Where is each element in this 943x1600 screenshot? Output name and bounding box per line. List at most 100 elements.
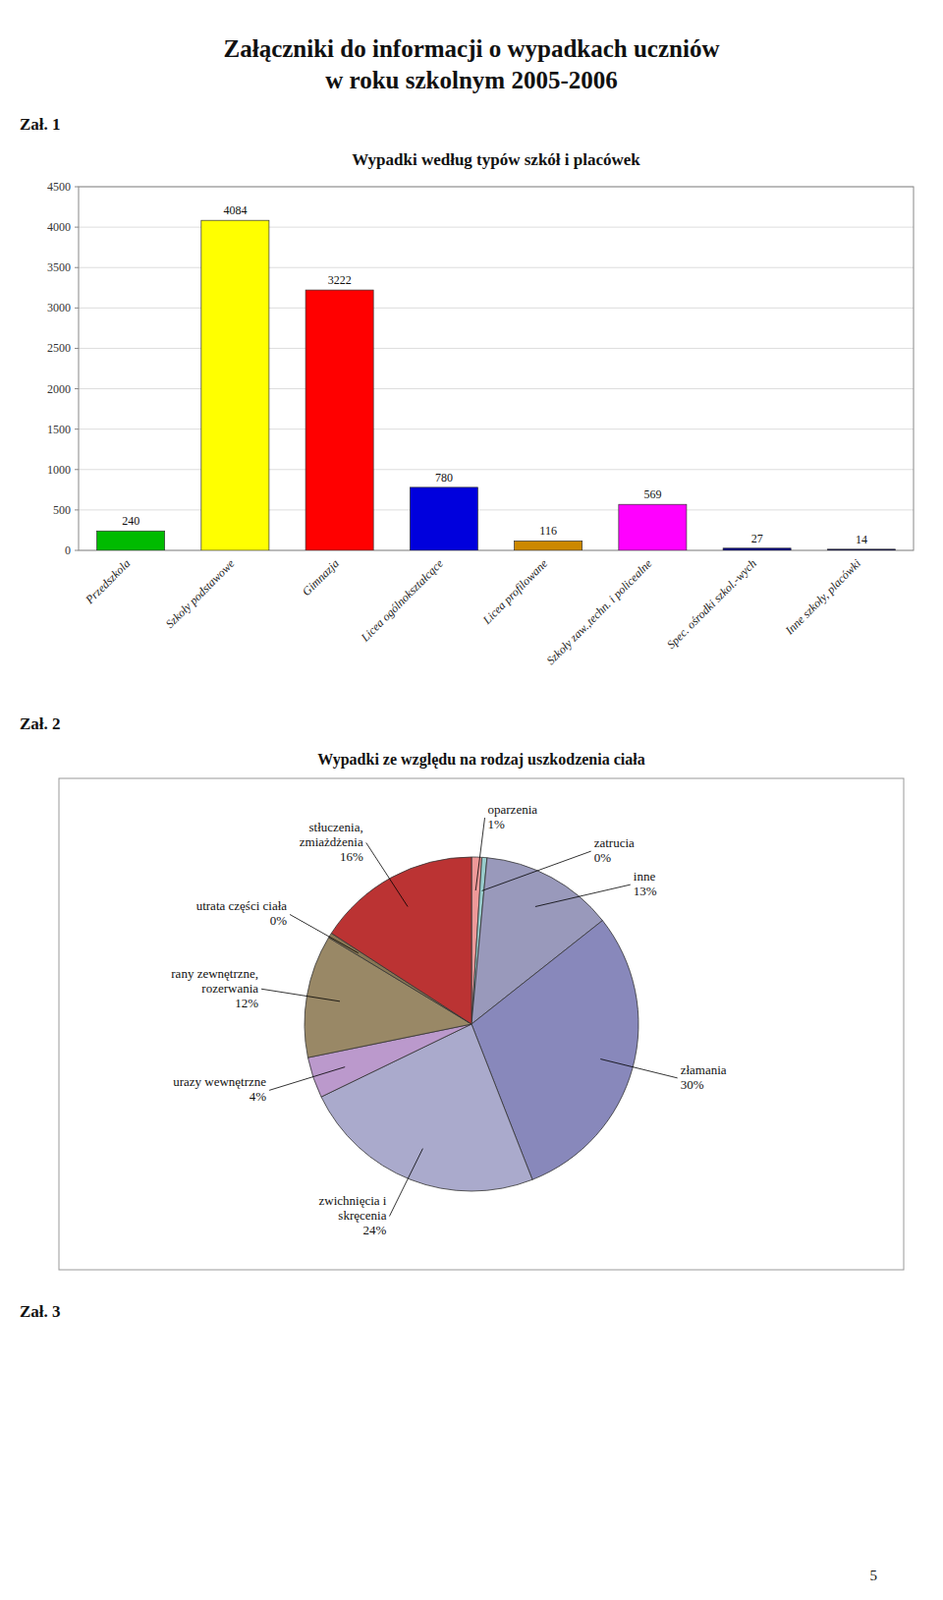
slice-label: stłuczenia,zmiażdżenia	[299, 819, 364, 849]
text-line: urazy wewnętrzne	[172, 1073, 267, 1089]
bar	[722, 548, 791, 551]
data-label: 27	[751, 531, 764, 546]
text-line: stłuczenia,	[309, 819, 364, 834]
y-tick-label: 3000	[47, 300, 71, 315]
y-tick	[74, 307, 79, 309]
x-tick-label: Szkoły zaw.,techn. i policealne	[544, 555, 656, 667]
chart-title: Wypadki ze względu na rodzaj uszkodzenia…	[317, 750, 645, 769]
leader-line	[289, 913, 359, 952]
background	[0, 0, 943, 1600]
bar	[201, 220, 270, 551]
x-tick-label: Inne szkoły, placówki	[781, 555, 864, 638]
text-line: rozerwania	[201, 980, 259, 996]
slice-value-label: 0%	[594, 849, 612, 865]
text-line: złamania	[680, 1061, 727, 1077]
y-tick	[74, 468, 79, 470]
x-tick-label: Przedszkola	[82, 555, 134, 608]
x-tick-label: Licea profilowane	[479, 555, 552, 628]
y-tick	[74, 550, 79, 552]
y-tick-label: 4000	[47, 220, 71, 234]
slice-value-label: 1%	[488, 816, 506, 832]
y-tick-label: 3500	[47, 260, 71, 275]
y-tick-label: 1500	[47, 422, 71, 437]
bar	[409, 487, 478, 551]
leader-line	[535, 884, 631, 906]
leader-line	[261, 988, 340, 1001]
text-line: skręcenia	[337, 1207, 387, 1222]
y-tick	[74, 388, 79, 389]
leader-line	[600, 1058, 677, 1078]
slice-label: zatrucia	[594, 834, 635, 850]
data-label: 569	[643, 487, 662, 501]
text-line: utrata części ciała	[196, 897, 288, 913]
leader-line	[482, 850, 592, 890]
slices	[304, 856, 639, 1191]
data-label: 14	[855, 532, 868, 547]
slice-value-label: 16%	[339, 848, 364, 864]
bar	[618, 503, 687, 551]
slice-value-label: 24%	[363, 1221, 388, 1237]
page: Załączniki do informacji o wypadkach ucz…	[0, 0, 943, 1600]
text-line: rany zewnętrzne,	[170, 965, 259, 981]
leader-line	[388, 1148, 423, 1217]
data-label: 3222	[328, 273, 352, 287]
bar	[514, 540, 583, 551]
y-tick-label: 2500	[47, 340, 71, 355]
data-label: 4084	[222, 203, 247, 218]
bar-chart: Wypadki według typów szkół i placówek 0 50…	[47, 150, 914, 667]
data-label: 240	[121, 513, 140, 528]
text-line: inne	[633, 868, 657, 884]
y-tick-label: 500	[53, 502, 71, 517]
slice-value-label: 13%	[633, 883, 658, 898]
slice-label: oparzenia	[488, 801, 539, 817]
chart-title: Wypadki według typów szkół i placówek	[351, 150, 641, 169]
page-title: Załączniki do informacji o wypadkach ucz…	[223, 35, 721, 94]
slice-label: złamania	[680, 1061, 727, 1077]
bar	[97, 530, 166, 551]
pie-slice	[331, 856, 472, 1024]
x-tick-label: Licea ogólnokształcące	[357, 555, 446, 645]
text-line: zwichnięcia i	[318, 1192, 387, 1208]
annotation: Zał. 1	[19, 114, 61, 134]
y-tick	[74, 267, 79, 269]
x-tick-label: Spec. ośrodki szkol.-wych	[664, 555, 760, 652]
y-tick	[74, 428, 79, 430]
y-tick	[74, 186, 79, 188]
slice-label: zwichnięcia iskręcenia	[318, 1192, 387, 1222]
text-line: oparzenia	[488, 801, 539, 817]
bars	[97, 220, 896, 551]
x-tick-label: Szkoły podstawowe	[163, 555, 238, 631]
text-line: zmiażdżenia	[299, 833, 364, 849]
text-line: w roku szkolnym 2005-2006	[325, 66, 618, 94]
y-tick	[74, 226, 79, 228]
text-line: zatrucia	[594, 834, 635, 850]
leader-line	[366, 841, 408, 906]
slice-label: rany zewnętrzne,rozerwania	[170, 965, 259, 996]
data-label: 116	[539, 523, 557, 538]
slice-label: inne	[633, 868, 657, 884]
slice-label: urazy wewnętrzne	[172, 1073, 267, 1089]
leader-line	[269, 1066, 345, 1091]
slice-value-label: 4%	[249, 1088, 268, 1104]
slice-value-label: 0%	[270, 912, 288, 928]
text-line: Załączniki do informacji o wypadkach ucz…	[223, 35, 721, 62]
bar	[305, 289, 374, 551]
y-tick-label: 0	[64, 543, 71, 557]
annotation: 5	[870, 1566, 879, 1583]
slice-label: utrata części ciała	[196, 897, 288, 913]
y-tick	[74, 508, 79, 510]
slice-value-label: 30%	[680, 1076, 705, 1092]
data-label: 780	[435, 470, 453, 485]
x-tick-label: Gimnazja	[299, 555, 342, 599]
pie-chart: Wypadki ze względu na rodzaj uszkodzenia…	[58, 750, 904, 1270]
annotation: Zał. 3	[19, 1301, 61, 1321]
y-tick-label: 1000	[47, 462, 71, 477]
y-tick	[74, 347, 79, 349]
leader-line	[475, 817, 485, 890]
annotation: Zał. 2	[19, 714, 61, 733]
bar	[827, 549, 895, 551]
plot-frame	[78, 186, 914, 551]
slice-value-label: 12%	[234, 995, 259, 1010]
pie-frame	[58, 777, 904, 1270]
y-tick-label: 2000	[47, 382, 71, 396]
